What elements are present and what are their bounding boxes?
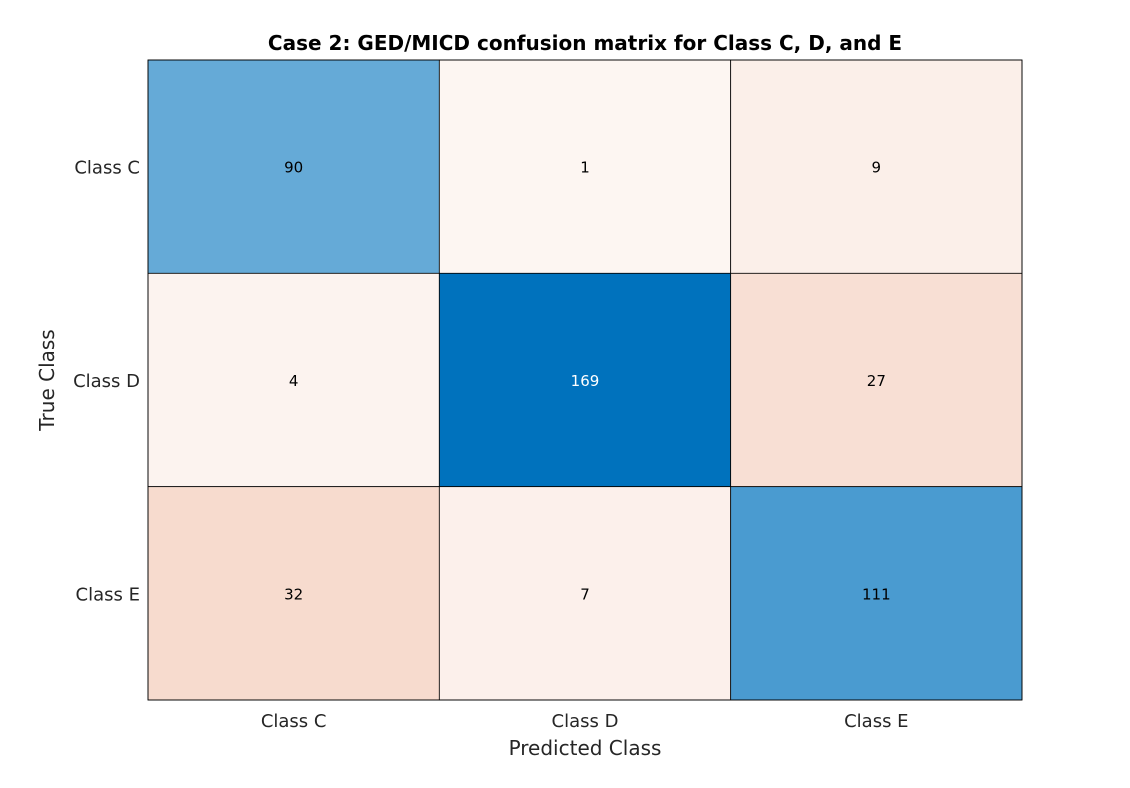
matrix-cell — [147, 486, 440, 701]
x-axis-ticks: Class C Class D Class E — [261, 711, 909, 732]
x-tick-label: Class E — [844, 711, 908, 732]
matrix-cell-value: 1 — [580, 159, 590, 177]
x-tick-label: Class C — [261, 711, 327, 732]
matrix-cells: 90 1 9 4 169 27 32 7 111 — [147, 59, 1023, 701]
y-axis-ticks: Class C Class D Class E — [73, 158, 140, 606]
x-tick-label: Class D — [552, 711, 619, 732]
y-tick-label: Class E — [76, 584, 140, 605]
matrix-cell-value: 32 — [284, 585, 303, 603]
matrix-cell-value: 27 — [867, 372, 886, 390]
matrix-cell-value: 9 — [872, 159, 882, 177]
matrix-cell-value: 4 — [289, 372, 299, 390]
matrix-cell — [438, 272, 732, 488]
matrix-cell-value: 111 — [862, 585, 891, 603]
x-axis-label: Predicted Class — [509, 736, 662, 760]
matrix-cell — [438, 59, 732, 274]
matrix-cell — [730, 272, 1023, 488]
y-axis-label: True Class — [35, 329, 59, 431]
matrix-border — [147, 59, 1023, 701]
y-tick-label: Class D — [73, 371, 140, 392]
matrix-cell-value: 90 — [284, 159, 303, 177]
matrix-cell — [438, 486, 732, 701]
matrix-cell — [147, 59, 440, 274]
matrix-cell — [147, 272, 440, 488]
matrix-cell-value: 169 — [571, 372, 600, 390]
y-tick-label: Class C — [74, 158, 140, 179]
chart-title: Case 2: GED/MICD confusion matrix for Cl… — [268, 31, 902, 55]
matrix-cell-value: 7 — [580, 585, 590, 603]
